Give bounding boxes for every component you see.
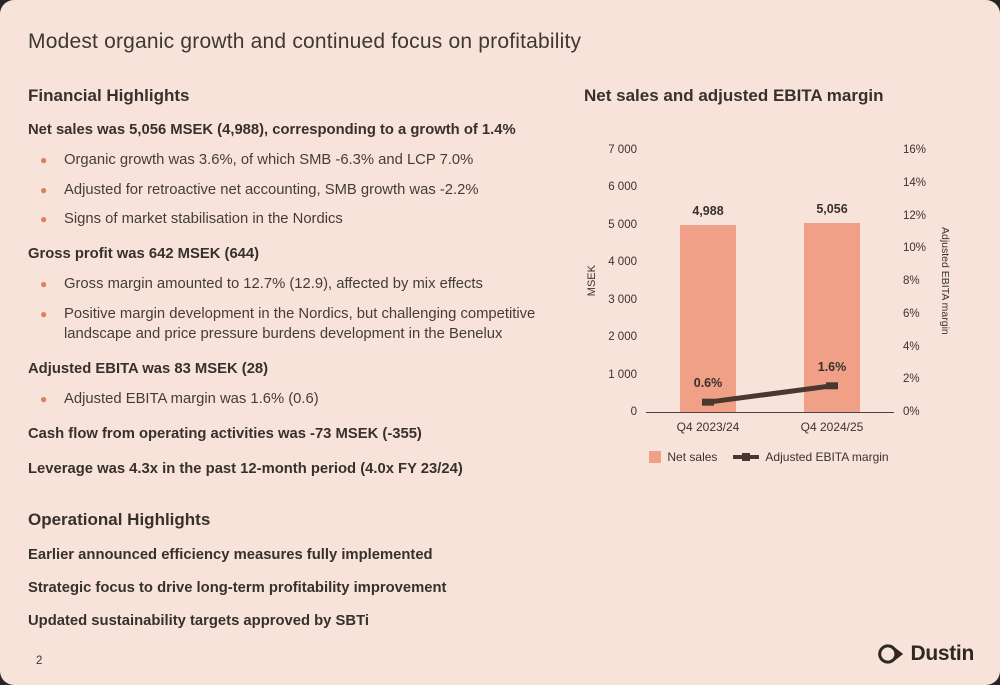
chart-legend: Net sales Adjusted EBITA margin: [584, 450, 954, 464]
ebita-margin-line: [702, 382, 838, 406]
financial-highlights-heading: Financial Highlights: [28, 86, 190, 105]
bullet-item: ● Signs of market stabilisation in the N…: [28, 209, 580, 230]
bullet-text: Signs of market stabilisation in the Nor…: [64, 211, 343, 228]
dustin-logo-text: Dustin: [910, 642, 974, 665]
bullet-icon: ●: [40, 212, 48, 227]
dustin-logo-icon: [878, 644, 904, 664]
right-axis-title: Adjusted EBITA margin: [936, 150, 954, 412]
statement-line: Earlier announced efficiency measures fu…: [28, 546, 433, 563]
legend-swatch-net-sales: [649, 451, 662, 463]
y-axis-right-tick: 6%: [903, 307, 920, 320]
chart-title: Net sales and adjusted EBITA margin: [584, 86, 884, 105]
line-marker: [702, 398, 714, 406]
statement-line: Updated sustainability targets approved …: [28, 612, 369, 629]
page-title: Modest organic growth and continued focu…: [28, 30, 582, 53]
y-axis-left-tick: 1 000: [608, 368, 637, 381]
line-point-label: 0.6%: [693, 376, 723, 391]
x-axis-label: Q4 2023/24: [676, 420, 740, 434]
bullet-icon: ●: [40, 182, 48, 197]
y-axis-left-tick: 0: [630, 406, 637, 418]
x-axis-label: Q4 2024/25: [800, 420, 864, 434]
statement-line: Gross profit was 642 MSEK (644): [28, 246, 260, 263]
y-axis-left-tick: 4 000: [608, 256, 637, 269]
bar-value-label: 5,056: [816, 201, 848, 216]
y-axis-left-tick: 6 000: [608, 181, 637, 194]
x-axis-labels: Q4 2023/24 Q4 2024/25: [646, 420, 894, 434]
net-sales-bar: [680, 225, 736, 412]
y-axis-left: 7 000 6 000 5 000 4 000 3 000 2 000 1 000 0: [600, 144, 646, 418]
legend-swatch-ebita-line: [733, 452, 760, 462]
y-axis-left-tick: 2 000: [608, 331, 637, 344]
bullet-text: Gross margin amounted to 12.7% (12.9), a…: [64, 276, 483, 293]
bullet-item: ● Adjusted for retroactive net accountin…: [28, 180, 580, 201]
right-axis-title-text: Adjusted EBITA margin: [939, 227, 951, 335]
bullet-icon: ●: [40, 392, 48, 407]
highlights-column: Financial Highlights Net sales was 5,056…: [28, 86, 580, 629]
bullet-text: Organic growth was 3.6%, of which SMB -6…: [64, 151, 474, 168]
y-axis-left-tick: 7 000: [608, 144, 637, 156]
y-axis-right-tick: 16%: [903, 144, 927, 156]
legend-item: Net sales: [649, 450, 717, 464]
bullet-text: Adjusted for retroactive net accounting,…: [64, 181, 479, 198]
dustin-logo: Dustin: [877, 641, 974, 667]
left-axis-title: MSEK: [584, 150, 600, 412]
page-number: 2: [36, 655, 43, 667]
y-axis-right-tick: 2%: [903, 373, 920, 386]
operational-highlights-heading: Operational Highlights: [28, 509, 211, 529]
legend-marker: [742, 453, 751, 461]
left-axis-title-text: MSEK: [586, 265, 598, 297]
y-axis-right-tick: 0%: [903, 406, 920, 418]
y-axis-right-tick: 12%: [903, 209, 927, 222]
net-sales-bar: [804, 222, 860, 412]
bullet-item: ● Organic growth was 3.6%, of which SMB …: [28, 150, 580, 171]
chart-column: Net sales and adjusted EBITA margin MSEK…: [580, 86, 972, 629]
y-axis-right-tick: 10%: [903, 242, 927, 255]
bullet-text: Adjusted EBITA margin was 1.6% (0.6): [64, 391, 319, 408]
statement-line: Strategic focus to drive long-term profi…: [28, 579, 447, 596]
statement-line: Net sales was 5,056 MSEK (4,988), corres…: [28, 122, 516, 138]
statement-line: Leverage was 4.3x in the past 12-month p…: [28, 460, 463, 477]
y-axis-right-tick: 4%: [903, 340, 920, 353]
bullet-text: Positive margin development in the Nordi…: [64, 305, 536, 343]
plot-wrap: 4,988 5,056 0.6% 1.6% Q4 2023/24 Q4 2024/25: [646, 150, 894, 434]
bar-value-label: 4,988: [692, 204, 724, 219]
y-axis-left-tick: 3 000: [608, 293, 637, 306]
net-sales-ebita-chart: MSEK 7 000 6 000 5 000 4 000 3 000 2 000 1 000…: [584, 144, 954, 464]
y-axis-right: 16% 14% 12% 10% 8% 6% 4% 2% 0%: [894, 144, 936, 418]
line-marker: [826, 382, 838, 390]
bullet-item: ● Adjusted EBITA margin was 1.6% (0.6): [28, 389, 580, 410]
statement-line: Cash flow from operating activities was …: [28, 425, 422, 442]
line-point-label: 1.6%: [817, 359, 847, 374]
plot-area: 4,988 5,056 0.6% 1.6%: [646, 150, 894, 413]
legend-label: Adjusted EBITA margin: [765, 450, 889, 464]
content-columns: Financial Highlights Net sales was 5,056…: [28, 86, 972, 629]
bullet-icon: ●: [40, 306, 48, 321]
bullet-icon: ●: [40, 277, 48, 292]
bullet-item: ● Gross margin amounted to 12.7% (12.9),…: [28, 274, 580, 295]
chart-body: MSEK 7 000 6 000 5 000 4 000 3 000 2 000 1 000…: [584, 144, 954, 434]
statement-line: Adjusted EBITA was 83 MSEK (28): [28, 361, 269, 378]
bullet-icon: ●: [40, 152, 48, 167]
legend-label: Net sales: [667, 450, 718, 464]
bullet-item: ● Positive margin development in the Nor…: [28, 304, 580, 345]
y-axis-right-tick: 14%: [903, 176, 927, 189]
legend-item: Adjusted EBITA margin: [733, 450, 889, 464]
y-axis-left-tick: 5 000: [608, 218, 637, 231]
y-axis-right-tick: 8%: [903, 275, 920, 287]
